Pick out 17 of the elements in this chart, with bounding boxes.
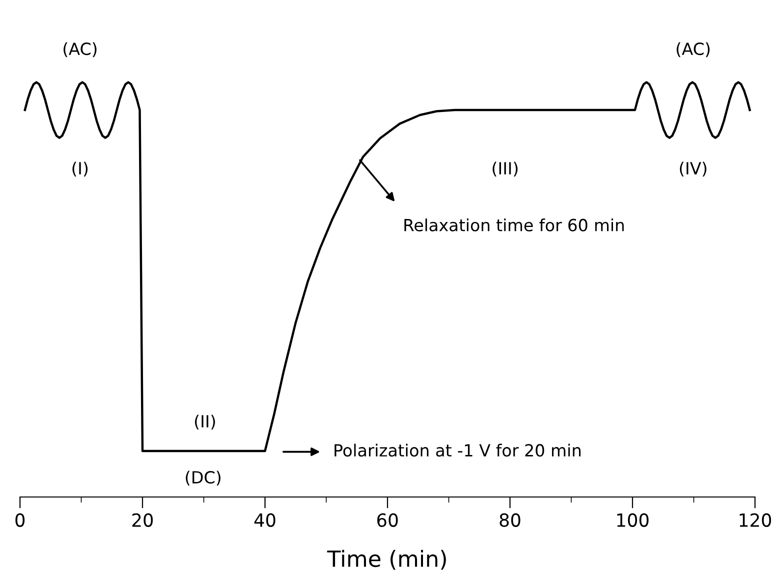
- annotation: Relaxation time for 60 min: [404, 218, 624, 232]
- annotation: (I): [72, 162, 88, 177]
- x-tick-label: 20: [132, 513, 153, 527]
- annotation: Polarization at -1 V for 20 min: [334, 444, 581, 457]
- annotation: (II): [194, 414, 215, 430]
- annotation: (DC): [186, 470, 220, 486]
- x-tick-label: 60: [377, 513, 398, 527]
- x-tick-label: 80: [500, 513, 520, 527]
- x-tick-label: 40: [254, 513, 276, 527]
- text: (AC): [676, 42, 710, 58]
- annotation: (III): [492, 162, 518, 177]
- x-tick-label: 100: [617, 513, 649, 527]
- x-tick-label: 0: [15, 513, 25, 527]
- annotation: (IV): [680, 162, 706, 177]
- x-tick-label: 120: [740, 513, 772, 527]
- text: (AC): [64, 42, 96, 58]
- x-axis-title: Time (min): [327, 550, 446, 570]
